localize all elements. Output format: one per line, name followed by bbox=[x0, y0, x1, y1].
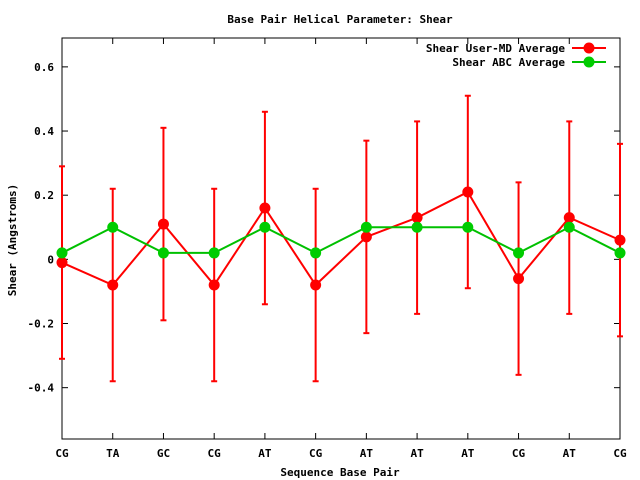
data-point bbox=[462, 186, 474, 198]
y-tick-label: 0.4 bbox=[34, 125, 54, 138]
series-2 bbox=[56, 221, 626, 259]
data-point bbox=[259, 202, 271, 214]
data-point bbox=[56, 257, 68, 269]
data-point bbox=[56, 247, 68, 259]
y-tick-label: 0 bbox=[47, 253, 54, 266]
data-point bbox=[513, 273, 525, 285]
data-point bbox=[563, 221, 575, 233]
data-point bbox=[462, 221, 474, 233]
data-point bbox=[360, 231, 372, 243]
x-tick-label: AT bbox=[461, 447, 475, 460]
x-tick-label: GC bbox=[157, 447, 170, 460]
legend-marker bbox=[583, 42, 595, 54]
y-tick-label: -0.2 bbox=[28, 318, 55, 331]
data-point bbox=[360, 221, 372, 233]
data-point bbox=[157, 218, 169, 230]
data-point bbox=[107, 279, 119, 291]
data-point bbox=[107, 221, 119, 233]
data-point bbox=[411, 212, 423, 224]
data-point bbox=[614, 247, 626, 259]
series-line bbox=[61, 226, 621, 255]
data-point bbox=[411, 221, 423, 233]
plot-frame bbox=[61, 37, 621, 440]
data-point bbox=[157, 247, 169, 259]
x-tick-label: CG bbox=[309, 447, 323, 460]
legend-label: Shear ABC Average bbox=[452, 56, 565, 69]
series-line bbox=[61, 190, 621, 287]
x-tick-label: CG bbox=[208, 447, 222, 460]
x-tick-label: CG bbox=[55, 447, 69, 460]
y-tick-label: 0.2 bbox=[34, 189, 54, 202]
x-tick-label: CG bbox=[613, 447, 627, 460]
data-point bbox=[513, 247, 525, 259]
x-tick-label: TA bbox=[106, 447, 120, 460]
series-layer bbox=[56, 94, 626, 383]
chart-title: Base Pair Helical Parameter: Shear bbox=[227, 13, 453, 26]
data-point bbox=[259, 221, 271, 233]
y-axis-label: Shear (Angstroms) bbox=[6, 184, 19, 297]
data-point bbox=[563, 212, 575, 224]
legend-marker bbox=[583, 56, 595, 68]
data-point bbox=[614, 234, 626, 246]
data-point bbox=[208, 247, 220, 259]
legend-label: Shear User-MD Average bbox=[426, 42, 565, 55]
x-axis-label: Sequence Base Pair bbox=[280, 466, 400, 479]
series-1 bbox=[56, 94, 626, 383]
data-point bbox=[310, 279, 322, 291]
x-tick-label: AT bbox=[360, 447, 374, 460]
axes: -0.4 -0.2 0 0.2 0.4 0.6 CG TA GC CG AT CG AT AT AT CG AT… bbox=[28, 38, 627, 460]
y-tick-label: 0.6 bbox=[34, 61, 54, 74]
x-tick-label: AT bbox=[258, 447, 272, 460]
x-tick-label: AT bbox=[563, 447, 577, 460]
y-tick-label: -0.4 bbox=[28, 382, 55, 395]
x-tick-label: CG bbox=[512, 447, 526, 460]
data-point bbox=[310, 247, 322, 259]
data-point bbox=[208, 279, 220, 291]
x-tick-label: AT bbox=[410, 447, 424, 460]
